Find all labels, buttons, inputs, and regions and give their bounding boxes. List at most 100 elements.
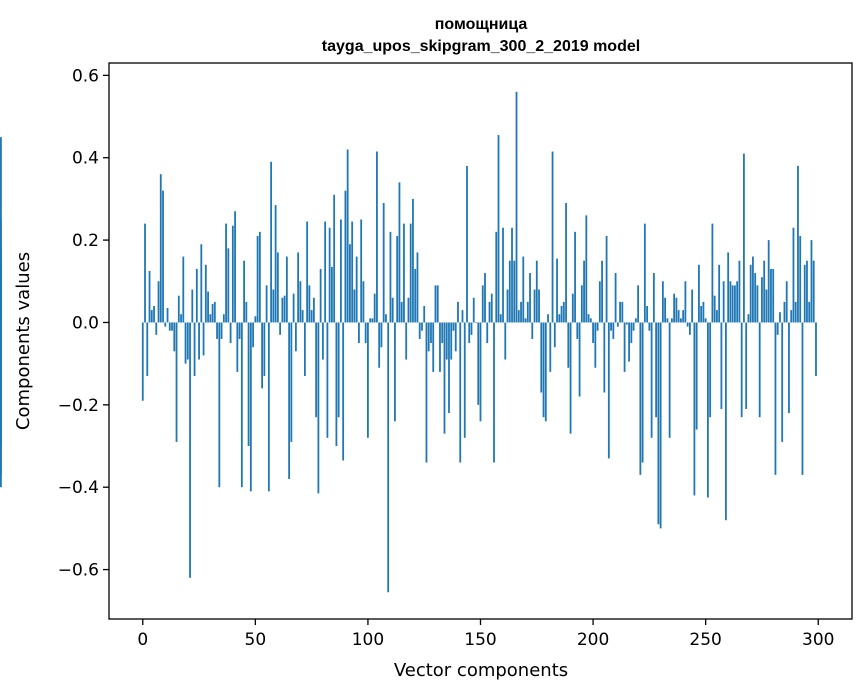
bar: [596, 322, 599, 331]
bar: [538, 289, 540, 323]
bar: [434, 285, 437, 323]
bar: [695, 322, 698, 430]
bar: [168, 322, 171, 331]
bar: [385, 314, 387, 323]
bar: [207, 291, 209, 323]
bar: [587, 314, 590, 323]
bar: [209, 314, 212, 323]
bar: [736, 281, 739, 323]
bar: [607, 322, 610, 459]
bar: [240, 322, 243, 488]
bar: [578, 322, 581, 397]
bar: [459, 322, 462, 463]
bar: [218, 322, 221, 488]
bar: [770, 268, 772, 323]
y-tick-label: 0.4: [72, 149, 99, 169]
bar: [803, 264, 806, 323]
bar: [389, 231, 392, 323]
bar: [452, 322, 455, 331]
bar: [423, 305, 426, 323]
bar: [193, 322, 196, 377]
bar: [0, 137, 2, 323]
bar: [650, 322, 653, 438]
bar: [439, 322, 441, 372]
bar: [799, 235, 802, 323]
bar: [445, 322, 448, 360]
bar: [531, 322, 534, 339]
bar: [515, 91, 518, 323]
bar: [448, 322, 450, 414]
bar: [358, 322, 360, 344]
bar: [598, 281, 601, 323]
bar: [569, 322, 572, 434]
bar: [331, 266, 333, 323]
bar: [779, 312, 781, 323]
bar: [774, 322, 777, 475]
bar: [236, 322, 239, 372]
bar: [641, 322, 644, 463]
bar: [195, 268, 198, 323]
bar: [752, 256, 754, 323]
y-tick-label: −0.4: [58, 478, 99, 498]
bar: [200, 244, 203, 323]
bar: [497, 135, 500, 323]
bar: [0, 310, 2, 323]
bar: [369, 318, 372, 323]
bar: [150, 310, 153, 323]
bar: [605, 235, 608, 323]
bar: [281, 297, 284, 323]
bar: [342, 322, 345, 461]
bar: [682, 310, 685, 323]
bar: [504, 322, 507, 360]
bar: [267, 322, 270, 492]
bar: [400, 301, 403, 323]
bar: [679, 318, 682, 323]
y-axis-ticks: −0.6 −0.4 −0.2 0.0 0.2 0.4 0.6: [58, 66, 109, 581]
bar: [396, 235, 399, 323]
bar: [340, 219, 342, 323]
bar: [175, 322, 178, 442]
bar: [276, 252, 279, 323]
bar: [486, 322, 489, 344]
bar: [585, 215, 588, 323]
x-axis-label: Vector components: [394, 660, 568, 681]
bar: [727, 252, 730, 323]
bar: [191, 289, 194, 323]
bar: [312, 297, 315, 323]
bar: [421, 322, 423, 331]
bar: [270, 161, 273, 323]
bar: [707, 322, 709, 498]
bar: [308, 285, 311, 323]
x-tick-label: 200: [577, 630, 609, 650]
bar: [407, 297, 410, 323]
chart-subtitle: tayga_upos_skipgram_300_2_2019 model: [322, 38, 640, 55]
bar: [806, 260, 808, 323]
bar: [544, 322, 547, 422]
bar: [274, 205, 277, 323]
bar: [157, 281, 160, 323]
bar: [547, 314, 549, 323]
bar: [333, 194, 336, 323]
bar: [443, 322, 446, 434]
x-tick-label: 0: [137, 630, 148, 650]
y-axis-label: Components values: [13, 252, 34, 430]
bar: [198, 322, 200, 360]
bar: [182, 256, 185, 323]
bar: [533, 289, 536, 323]
bar: [619, 301, 621, 323]
bar: [378, 322, 381, 368]
bar: [243, 260, 245, 323]
bar: [702, 301, 705, 323]
bar: [301, 310, 304, 323]
bar: [542, 322, 545, 418]
y-tick-label: −0.6: [58, 561, 99, 581]
bar: [211, 303, 214, 323]
bar: [436, 285, 439, 323]
bar: [488, 301, 491, 323]
bar: [794, 301, 797, 323]
bar: [698, 264, 700, 323]
bar: [213, 301, 216, 323]
bar: [524, 318, 527, 323]
bar: [324, 221, 327, 323]
bar: [738, 260, 741, 323]
